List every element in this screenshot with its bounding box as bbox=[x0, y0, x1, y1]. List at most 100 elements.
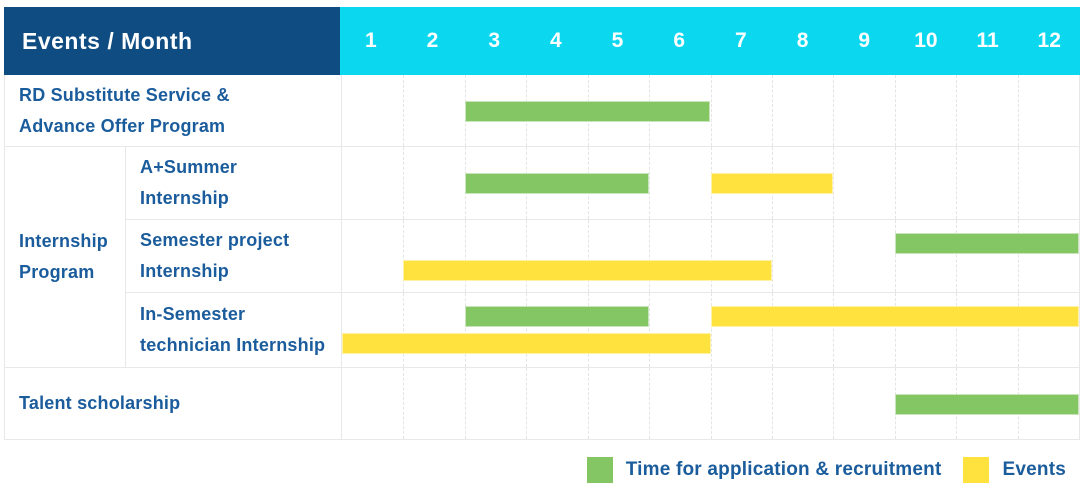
month-gridline bbox=[526, 293, 528, 367]
month-header-7: 7 bbox=[735, 29, 747, 52]
month-gridline bbox=[403, 75, 405, 146]
month-header-9: 9 bbox=[858, 29, 871, 52]
events-month-title: Events / Month bbox=[22, 27, 193, 54]
month-gridline bbox=[833, 368, 835, 439]
month-header-4: 4 bbox=[550, 29, 562, 52]
month-gridline bbox=[587, 368, 589, 439]
month-gridline bbox=[464, 220, 466, 292]
month-header-10: 10 bbox=[914, 29, 938, 52]
row-label-line: Internship bbox=[140, 188, 230, 208]
month-gridline bbox=[894, 220, 896, 292]
row-label-line: RD Substitute Service & bbox=[19, 84, 230, 105]
month-gridline bbox=[649, 220, 651, 292]
group-label-line: Program bbox=[19, 262, 95, 282]
bar-application-month3-to-6 bbox=[464, 100, 711, 122]
month-gridline bbox=[649, 368, 651, 439]
bar-events-month2-to-7 bbox=[403, 260, 772, 281]
month-header-1: 1 bbox=[364, 29, 377, 52]
row-label-semester-project-internship: Semester project Internship bbox=[125, 220, 341, 293]
month-gridline bbox=[833, 147, 835, 219]
table-body: RD Substitute Service & Advance Offer Pro… bbox=[4, 75, 1080, 440]
month-header-8: 8 bbox=[796, 29, 809, 52]
month-gridline bbox=[403, 220, 405, 292]
month-gridline bbox=[833, 220, 835, 292]
legend-item-application: Time for application & recruitment bbox=[586, 457, 942, 483]
timeline-row-rd-substitute-service bbox=[341, 75, 1079, 147]
month-gridline bbox=[894, 293, 896, 367]
month-gridline bbox=[956, 75, 958, 146]
month-gridline bbox=[956, 147, 958, 219]
bar-application-month10-to-12 bbox=[894, 393, 1079, 415]
month-header-6: 6 bbox=[673, 29, 686, 52]
month-gridline bbox=[649, 293, 651, 367]
month-gridline bbox=[464, 368, 466, 439]
month-header-11: 11 bbox=[976, 29, 999, 52]
bar-events-month7-to-12 bbox=[710, 306, 1079, 327]
month-gridline bbox=[710, 293, 712, 367]
row-label-line: In-Semester bbox=[140, 304, 246, 324]
bar-events-month7-to-8 bbox=[710, 173, 834, 194]
row-label-line: Advance Offer Program bbox=[19, 115, 226, 136]
timeline-row-talent-scholarship bbox=[341, 368, 1079, 440]
legend-label-application: Time for application & recruitment bbox=[625, 459, 942, 480]
group-label-line: Internship bbox=[19, 231, 109, 251]
row-label-line: Internship bbox=[140, 261, 230, 281]
month-gridline bbox=[771, 368, 773, 439]
bar-events-month1-to-6 bbox=[342, 333, 711, 354]
month-gridline bbox=[1017, 147, 1019, 219]
legend-swatch-events bbox=[963, 457, 990, 483]
month-gridline bbox=[771, 75, 773, 146]
month-gridline bbox=[587, 293, 589, 367]
timeline-row-in-semester-technician-internship bbox=[341, 293, 1079, 368]
month-gridline bbox=[1017, 293, 1019, 367]
row-label-rd-substitute-service: RD Substitute Service & Advance Offer Pro… bbox=[5, 75, 341, 147]
month-header-5: 5 bbox=[611, 29, 624, 52]
bar-application-month3-to-5 bbox=[464, 173, 650, 194]
row-label-line: A+Summer bbox=[140, 157, 238, 177]
row-label-in-semester-technician-internship: In-Semester technician Internship bbox=[125, 293, 341, 368]
month-gridline bbox=[710, 75, 712, 146]
row-label-line: Talent scholarship bbox=[19, 393, 181, 413]
month-gridline bbox=[403, 147, 405, 219]
legend-swatch-application bbox=[586, 457, 613, 483]
month-gridline bbox=[894, 147, 896, 219]
month-gridline bbox=[956, 293, 958, 367]
month-gridline bbox=[833, 75, 835, 146]
month-gridline bbox=[771, 293, 773, 367]
month-gridline bbox=[464, 293, 466, 367]
row-label-line: Semester project bbox=[140, 230, 290, 250]
legend: Time for application & recruitment Events bbox=[586, 452, 1066, 488]
month-gridline bbox=[526, 220, 528, 292]
events-month-table: Events / Month 1 2 3 4 5 6 7 8 9 10 11 12 RD Substi… bbox=[4, 7, 1080, 440]
month-gridline bbox=[1017, 220, 1019, 292]
legend-item-events: Events bbox=[963, 457, 1066, 483]
month-header-12: 12 bbox=[1037, 29, 1061, 52]
timeline-row-a-plus-summer-internship bbox=[341, 147, 1079, 220]
month-gridline bbox=[956, 220, 958, 292]
month-header-row: 1 2 3 4 5 6 7 8 9 10 11 12 bbox=[340, 7, 1080, 75]
month-gridline bbox=[710, 220, 712, 292]
row-label-line: technician Internship bbox=[140, 335, 326, 355]
month-gridline bbox=[833, 293, 835, 367]
month-header-2: 2 bbox=[426, 29, 439, 52]
group-label-internship-program: Internship Program bbox=[5, 147, 125, 368]
month-gridline bbox=[649, 147, 651, 219]
month-gridline bbox=[710, 368, 712, 439]
month-gridline bbox=[771, 220, 773, 292]
month-gridline bbox=[403, 293, 405, 367]
events-month-header-cell: Events / Month bbox=[4, 7, 340, 75]
row-label-a-plus-summer-internship: A+Summer Internship bbox=[125, 147, 341, 220]
legend-label-events: Events bbox=[1002, 459, 1066, 480]
month-gridline bbox=[1017, 75, 1019, 146]
bar-application-month3-to-5 bbox=[464, 306, 650, 327]
timeline-row-semester-project-internship bbox=[341, 220, 1079, 293]
bar-application-month10-to-12 bbox=[894, 233, 1079, 254]
month-gridline bbox=[526, 368, 528, 439]
table-header-row: Events / Month 1 2 3 4 5 6 7 8 9 10 11 12 bbox=[4, 7, 1080, 75]
month-gridline bbox=[587, 220, 589, 292]
month-gridline bbox=[403, 368, 405, 439]
month-gridline bbox=[894, 75, 896, 146]
row-label-talent-scholarship: Talent scholarship bbox=[5, 368, 341, 440]
month-header-3: 3 bbox=[488, 29, 501, 52]
